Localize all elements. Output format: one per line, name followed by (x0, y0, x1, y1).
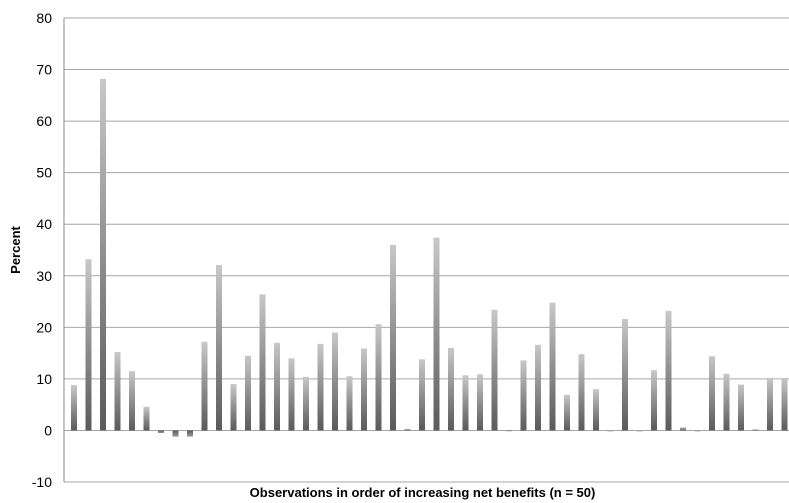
bar (375, 324, 382, 431)
bar (491, 309, 498, 431)
bar (158, 430, 164, 434)
bar (636, 430, 643, 432)
y-tick-label: 80 (36, 10, 52, 26)
bar (520, 360, 527, 431)
bar (535, 344, 541, 431)
bar (201, 341, 208, 431)
bar (506, 430, 512, 432)
bar (317, 343, 324, 431)
bar (129, 371, 135, 431)
bar (781, 377, 788, 431)
bar (607, 430, 614, 432)
bar (85, 259, 92, 431)
gridlines (64, 17, 789, 483)
bar (230, 384, 237, 431)
bar (462, 375, 469, 431)
bar (694, 430, 701, 432)
bar (738, 384, 744, 431)
bar (361, 348, 367, 431)
bar (71, 385, 77, 431)
bar (767, 377, 773, 431)
bar (477, 374, 483, 431)
y-tick-label: 30 (36, 268, 52, 284)
bar (651, 370, 657, 431)
bar (680, 427, 686, 431)
bar (549, 302, 556, 431)
y-tick-label: 50 (36, 165, 52, 181)
y-tick-labels: -10 0 10 20 30 40 50 60 70 80 (32, 10, 52, 490)
bar (114, 352, 121, 431)
bar (448, 347, 454, 431)
y-tick-label: 0 (44, 422, 52, 438)
bar (433, 237, 440, 431)
bar (143, 406, 150, 431)
y-tick-label: 10 (36, 371, 52, 387)
bar (187, 430, 193, 437)
bar (216, 264, 222, 431)
bar (752, 429, 759, 431)
y-tick-label: 70 (36, 62, 52, 78)
y-tick-label: 60 (36, 113, 52, 129)
bar (709, 356, 715, 431)
y-tick-label: -10 (32, 474, 52, 490)
bar (390, 244, 396, 431)
bar (564, 394, 570, 431)
bar (274, 342, 280, 431)
bar (245, 355, 251, 431)
bar (172, 430, 179, 437)
bar (578, 354, 585, 431)
bar (419, 359, 425, 431)
bar (100, 78, 106, 431)
bars (71, 78, 788, 437)
y-axis-label: Percent (8, 225, 23, 273)
y-tick-label: 20 (36, 319, 52, 335)
bar (288, 358, 295, 431)
bar (665, 310, 672, 431)
bar (723, 373, 730, 431)
bar (332, 332, 338, 431)
bar (404, 428, 411, 431)
bar (593, 389, 599, 431)
bar (259, 294, 266, 431)
x-axis-label: Observations in order of increasing net … (250, 485, 596, 500)
bar (346, 376, 353, 431)
bar (622, 319, 628, 431)
bar (303, 376, 309, 431)
y-tick-label: 40 (36, 216, 52, 232)
